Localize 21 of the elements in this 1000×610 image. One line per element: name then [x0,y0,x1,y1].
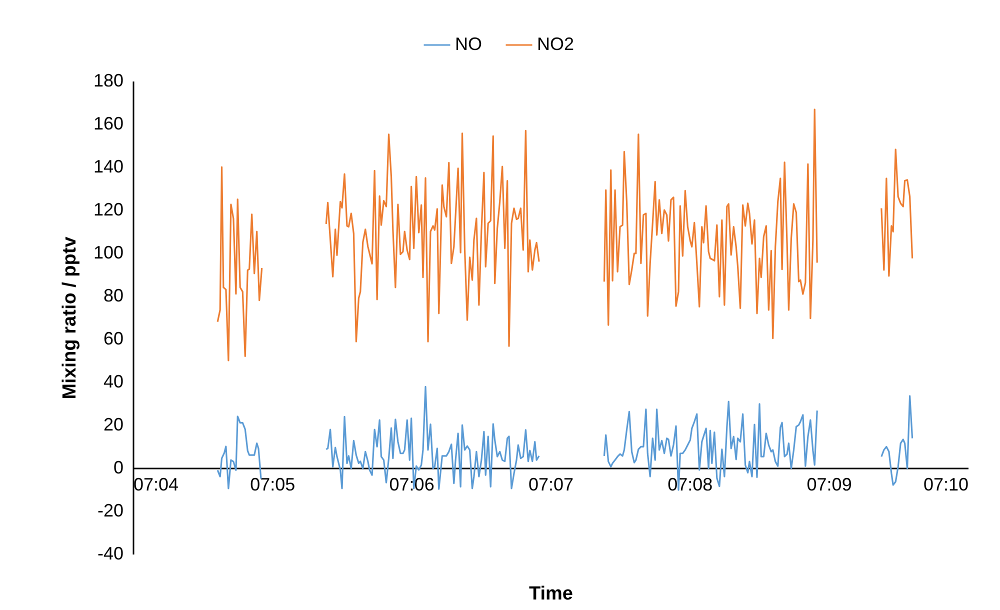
y-tick-label: 160 [93,114,124,134]
x-axis-title: Time [528,584,574,604]
x-tick-label: 07:05 [250,474,296,494]
y-tick-label: -20 [97,500,124,520]
y-tick-label: 140 [93,156,124,176]
x-tick-label: 07:10 [923,474,968,494]
legend-label: NO [455,34,482,54]
x-tick-label: 07:07 [528,474,574,494]
y-axis-title: Mixing ratio / pptv [59,236,80,400]
y-tick-label: 120 [93,200,124,220]
y-tick-label: 60 [103,328,124,348]
x-tick-label: 07:09 [806,474,852,494]
y-tick-label: 20 [103,414,124,434]
y-tick-label: 0 [113,458,124,478]
y-tick-label: -40 [97,544,124,564]
y-tick-label: 180 [93,70,124,90]
y-tick-label: 80 [103,286,124,306]
legend-label: NO2 [537,34,574,54]
x-tick-label: 07:04 [134,474,179,494]
y-tick-label: 100 [93,242,124,262]
y-tick-label: 40 [103,372,124,392]
